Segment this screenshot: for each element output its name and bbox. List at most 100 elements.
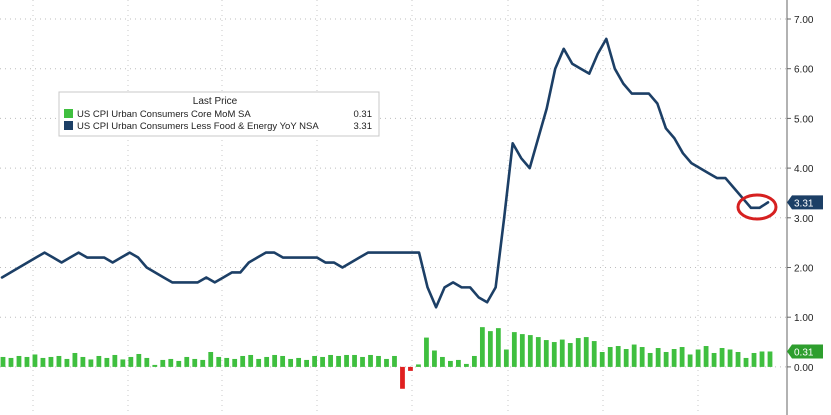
y-tick-label: 7.00 (794, 15, 814, 26)
mom-bar (456, 359, 461, 367)
mom-bar (376, 355, 381, 367)
y-axis-ticks: 7.00 6.00 5.00 4.00 3.00 2.00 1.00 0.00 (787, 15, 814, 374)
mom-bar (272, 354, 278, 367)
mom-bar (112, 354, 118, 367)
mom-bar (152, 364, 158, 367)
mom-bar (400, 366, 405, 389)
mom-bar (767, 351, 773, 367)
mom-bar (32, 354, 38, 367)
mom-bar (759, 351, 765, 367)
mom-bar (384, 358, 389, 367)
mom-bar (216, 356, 222, 367)
mom-bar (575, 338, 581, 367)
legend: Last Price US CPI Urban Consumers Core M… (58, 91, 380, 137)
mom-bar (344, 354, 349, 367)
y-tick-label: 2.00 (794, 264, 814, 275)
y-tick-label: 0.00 (794, 363, 814, 374)
mom-bar (168, 358, 174, 367)
mom-bar (72, 352, 78, 367)
mom-bar (136, 353, 142, 367)
mom-bar (487, 331, 493, 367)
mom-bar (511, 332, 517, 367)
mom-bar (711, 352, 717, 367)
mom-bar (96, 355, 102, 367)
mom-bar (607, 347, 613, 367)
mom-bar (567, 343, 573, 367)
mom-bar (24, 356, 30, 367)
mom-bar (176, 360, 182, 367)
mom-bar (631, 344, 637, 367)
mom-bar (88, 359, 94, 367)
mom-bar (479, 327, 485, 367)
y-tick-label: 6.00 (794, 65, 814, 76)
mom-bar (336, 355, 341, 367)
mom-bar (144, 357, 150, 367)
mom-bar (248, 354, 254, 367)
mom-bar (16, 355, 22, 367)
mom-bar (432, 350, 437, 367)
mom-bar (48, 356, 54, 367)
mom-bar (527, 335, 533, 367)
last-value-tag-text: 0.31 (794, 347, 814, 358)
mom-bar (495, 328, 501, 367)
mom-bar (208, 351, 214, 367)
core-yoy-line (0, 37, 770, 309)
mom-bar (535, 337, 541, 367)
mom-bar (559, 339, 565, 367)
mom-bar (655, 348, 661, 367)
legend-label-core-mom: US CPI Urban Consumers Core MoM SA (77, 109, 251, 120)
mom-bar (328, 354, 333, 367)
mom-bar (551, 342, 557, 367)
mom-bar (599, 351, 605, 367)
mom-bar (320, 356, 325, 367)
mom-bar (751, 352, 757, 367)
mom-bar (471, 355, 477, 367)
y-tick-label: 3.00 (794, 214, 814, 225)
mom-bar (591, 341, 597, 367)
mom-bar (264, 356, 270, 367)
mom-bar (40, 357, 46, 367)
mom-bar (184, 356, 190, 367)
mom-bar (312, 355, 317, 367)
mom-bar (519, 334, 525, 367)
legend-value-core-yoy: 3.31 (354, 121, 373, 132)
mom-bar (160, 359, 166, 367)
mom-bar (719, 348, 725, 367)
mom-bar (0, 356, 6, 367)
legend-swatch-core-yoy (64, 121, 73, 130)
mom-bar (440, 356, 445, 367)
mom-bar (647, 352, 653, 367)
mom-bar (360, 356, 365, 367)
mom-bar (304, 359, 309, 367)
y-tick-label: 1.00 (794, 313, 814, 324)
mom-bar (200, 359, 206, 367)
mom-bar (424, 337, 429, 367)
mom-bar (663, 351, 669, 367)
mom-bar (288, 358, 294, 367)
legend-swatch-core-mom (64, 109, 73, 118)
last-value-tags: 3.31 0.31 (787, 195, 823, 359)
core-mom-bars (0, 327, 773, 389)
legend-title: Last Price (193, 96, 238, 107)
mom-bar (687, 354, 693, 367)
mom-bar (104, 357, 110, 367)
mom-bar (232, 358, 238, 367)
grid-lines (0, 0, 787, 415)
mom-bar (727, 349, 733, 367)
mom-bar (120, 359, 126, 367)
mom-bar (240, 355, 246, 367)
last-value-tag-text: 3.31 (794, 198, 814, 209)
mom-bar (503, 349, 509, 367)
y-tick-label: 5.00 (794, 114, 814, 125)
mom-bar (56, 355, 62, 367)
mom-bar (280, 355, 286, 367)
mom-bar (368, 354, 373, 367)
mom-bar (543, 340, 549, 367)
highlight-circle (736, 193, 778, 221)
mom-bar (448, 360, 453, 367)
last-value-tag (787, 195, 823, 210)
legend-value-core-mom: 0.31 (354, 109, 373, 120)
mom-bar (392, 355, 397, 367)
mom-bar (352, 354, 357, 367)
